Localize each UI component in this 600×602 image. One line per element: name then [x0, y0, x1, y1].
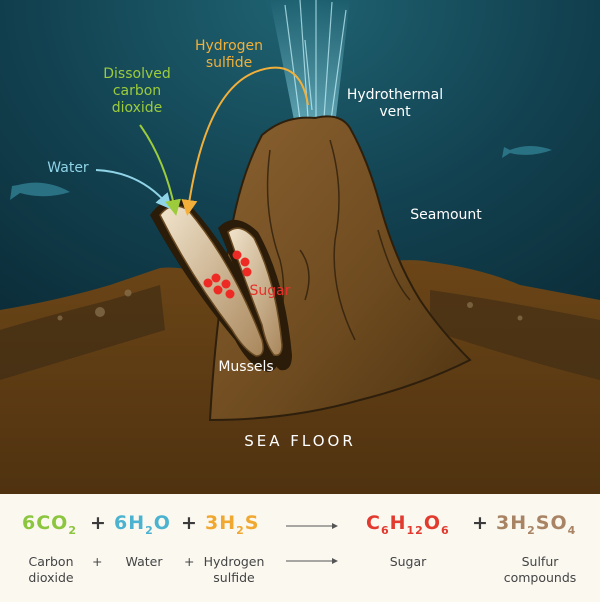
water-label: Water: [47, 160, 89, 176]
co2-term: 6CO2: [22, 512, 77, 537]
mussels-label: Mussels: [218, 359, 274, 375]
hydrothermal-vent-label: Hydrothermal vent: [346, 87, 444, 120]
fish-left: [10, 182, 70, 200]
water-name: Water: [125, 554, 163, 569]
dissolved-co2-label: Dissolved carbon dioxide: [103, 66, 171, 116]
reaction-arrow-bottom: [286, 558, 338, 564]
vent-ecosystem-illustration: [0, 0, 600, 494]
plus-sign-small: +: [184, 554, 195, 569]
sugar-name: Sugar: [389, 554, 427, 569]
sulfur-compounds-term: 3H2SO4: [496, 512, 577, 537]
h2s-term: 3H2S: [205, 512, 260, 537]
co2-arrow: [139, 124, 181, 216]
sugar-term: C6H12O6: [366, 512, 450, 537]
co2-name: Carbon dioxide: [28, 554, 74, 585]
plus-sign: +: [472, 512, 488, 534]
plus-sign: +: [90, 512, 106, 534]
water-arrow: [95, 169, 172, 210]
water-term: 6H2O: [114, 512, 171, 537]
h2s-arrow: [181, 66, 309, 216]
vent-plume: [270, 0, 350, 125]
fish-right: [502, 146, 552, 158]
plus-sign: +: [181, 512, 197, 534]
sugar-molecules: [203, 250, 252, 299]
sulfur-compounds-name: Sulfur compounds: [503, 554, 577, 585]
hydrogen-sulfide-label: Hydrogen sulfide: [194, 38, 264, 71]
h2s-name: Hydrogen sulfide: [203, 554, 265, 585]
plus-sign-small: +: [92, 554, 103, 569]
sea-floor-label: SEA FLOOR: [244, 432, 356, 450]
reaction-arrow-top: [286, 523, 338, 529]
chemosynthesis-equation: 6CO2 + 6H2O + 3H2S C6H12O6 + 3H2SO4 Carb…: [0, 494, 600, 602]
seamount-label: Seamount: [410, 207, 482, 223]
sugar-label: Sugar: [249, 283, 291, 299]
